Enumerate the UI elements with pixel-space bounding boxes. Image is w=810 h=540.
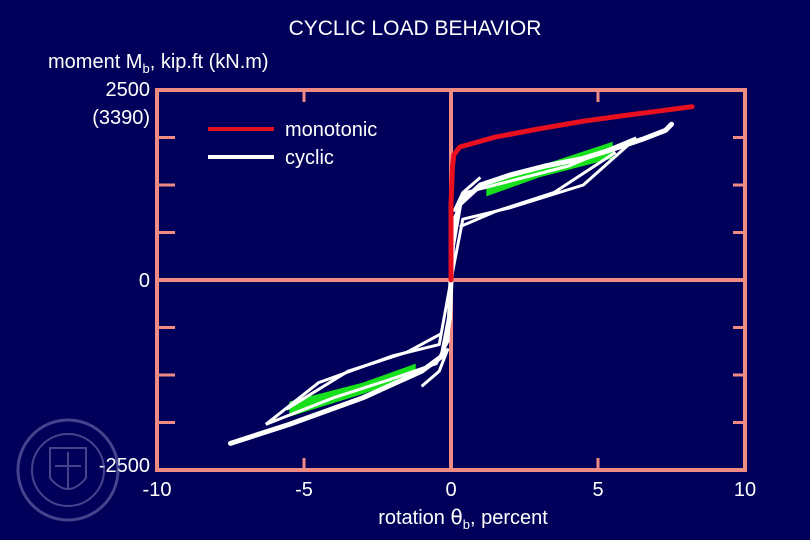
x-axis-label: rotation θb, percent — [378, 505, 548, 532]
y-tick-label: 2500 — [106, 79, 151, 101]
x-tick-label: 0 — [445, 479, 456, 501]
cyclic-loop-strand — [459, 151, 617, 229]
y-axis-label: moment Mb, kip.ft (kN.m) — [48, 51, 269, 76]
legend: monotonic cyclic — [208, 119, 377, 169]
x-tick-label: -5 — [295, 479, 313, 501]
x-tick-label: 10 — [734, 479, 756, 501]
y-axis-label-rest: , kip.ft (kN.m) — [150, 51, 269, 73]
x-axis-label-main: rotation — [378, 507, 450, 529]
series-line-monotonic — [448, 104, 695, 283]
x-tick-labels: -10 -5 0 5 10 — [143, 479, 757, 501]
x-tick-label: -10 — [143, 479, 172, 501]
legend-monotonic-label: monotonic — [285, 119, 377, 141]
y-tick-label: -2500 — [99, 455, 150, 477]
legend-cyclic-label: cyclic — [285, 147, 334, 169]
series-lines — [228, 104, 695, 446]
series-line-cyclic-envelope — [228, 121, 674, 446]
tick-marks — [157, 90, 745, 470]
x-tick-label: 5 — [592, 479, 603, 501]
y-axis-label-main: moment M — [48, 51, 142, 73]
chart-title: CYCLIC LOAD BEHAVIOR — [289, 17, 542, 40]
y-tick-label-top-kn: (3390) — [92, 107, 150, 129]
x-axis-label-subscript: b — [463, 517, 470, 532]
loop-fill-positive — [486, 141, 613, 197]
cyclic-loop-strand — [420, 347, 450, 388]
y-tick-labels: 2500 0 -2500 — [99, 79, 150, 477]
y-axis-label-subscript: b — [142, 61, 149, 76]
cyclic-loop-strand — [285, 331, 443, 411]
x-axis-label-theta: θ — [450, 505, 462, 529]
university-seal-logo — [16, 418, 120, 522]
cyclic-loop-strand — [452, 176, 482, 213]
x-axis-label-rest: , percent — [470, 507, 548, 529]
y-tick-label: 0 — [139, 270, 150, 292]
